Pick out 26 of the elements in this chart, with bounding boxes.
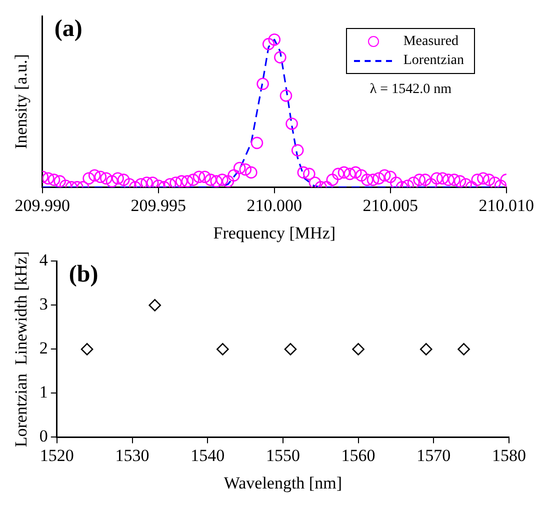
legend-label: Lorentzian — [403, 52, 464, 70]
y-axis-title: Inensity [a.u.] — [12, 54, 31, 150]
y-tick-label: 3 — [39, 294, 48, 314]
annotation: (b) — [68, 261, 98, 288]
x-axis-title: Wavelength [nm] — [224, 473, 342, 492]
x-tick-label: 210.005 — [362, 196, 418, 215]
y-tick-label: 1 — [39, 382, 48, 402]
y-tick-label: 0 — [39, 426, 48, 446]
y-tick-label: 4 — [39, 250, 48, 270]
x-tick-label: 210.010 — [478, 196, 534, 215]
y-tick-label: 2 — [39, 338, 48, 358]
x-tick-label: 1530 — [115, 446, 150, 465]
annotation: (a) — [54, 16, 82, 42]
x-tick-label: 1540 — [190, 446, 225, 465]
annotation: λ = 1542.0 nm — [370, 82, 452, 98]
x-tick-label: 1570 — [416, 446, 451, 465]
y-axis-title: Lorentzian Linewidth [kHz] — [12, 251, 31, 448]
x-tick-label: 209.995 — [130, 196, 186, 215]
x-tick-label: 209.990 — [14, 196, 70, 215]
x-tick-label: 210.000 — [246, 196, 302, 215]
x-tick-label: 1580 — [492, 446, 526, 465]
x-tick-label: 1520 — [40, 446, 74, 465]
legend-label: Measured — [403, 33, 459, 51]
x-axis-title: Frequency [MHz] — [213, 223, 336, 242]
x-tick-label: 1560 — [341, 446, 376, 465]
x-tick-label: 1550 — [266, 446, 300, 465]
